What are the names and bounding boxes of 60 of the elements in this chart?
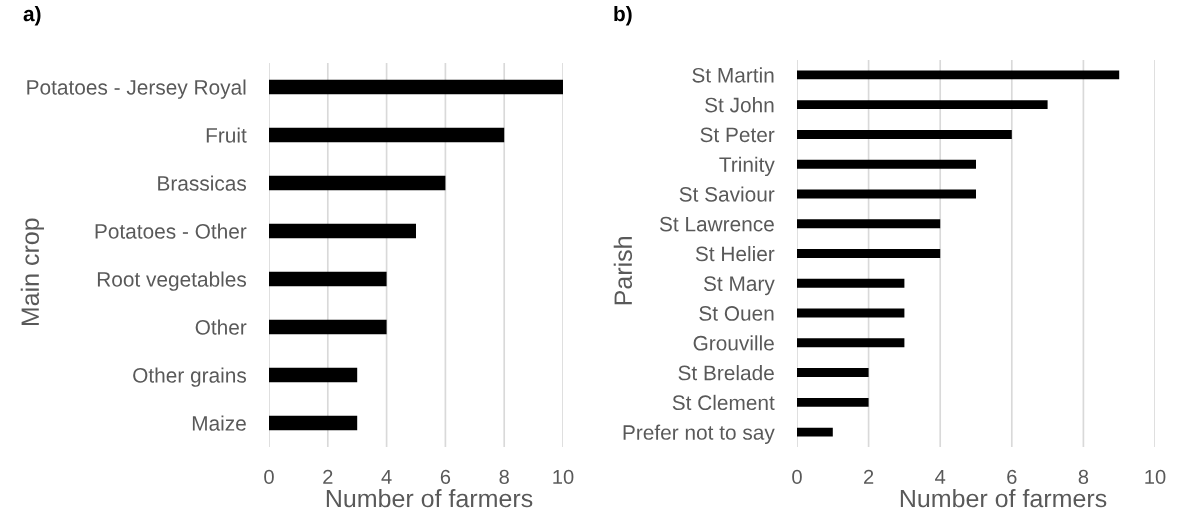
y-tick-label: St John bbox=[705, 97, 774, 113]
y-tick-label: Prefer not to say bbox=[623, 424, 775, 444]
x-tick-label: 10 bbox=[1145, 469, 1166, 485]
text: a) bbox=[23, 5, 41, 26]
bar bbox=[269, 79, 563, 95]
bar bbox=[797, 249, 941, 258]
y-axis-title: Parish bbox=[613, 237, 633, 305]
bar bbox=[269, 367, 358, 383]
x-tick-label: 0 bbox=[792, 469, 802, 485]
y-tick-label: Potatoes - Other bbox=[95, 223, 247, 239]
bar bbox=[797, 338, 905, 348]
bar bbox=[797, 159, 976, 169]
bar bbox=[269, 319, 387, 335]
y-tick-label: Other bbox=[195, 319, 247, 335]
y-tick-label: Root vegetables bbox=[97, 271, 247, 291]
bar bbox=[797, 70, 1120, 80]
bar bbox=[797, 397, 869, 407]
x-axis-title: Number of farmers bbox=[326, 489, 533, 508]
y-tick-label: St Clement bbox=[672, 394, 775, 411]
y-tick-label: St Mary bbox=[703, 276, 775, 296]
bar bbox=[797, 427, 833, 437]
y-tick-label: St Peter bbox=[700, 127, 775, 143]
bar bbox=[269, 271, 387, 287]
x-tick-label: 0 bbox=[264, 469, 274, 485]
y-tick-label: Other grains bbox=[133, 367, 247, 387]
bar bbox=[797, 308, 905, 318]
y-tick-label: St Saviour bbox=[679, 186, 775, 202]
bar bbox=[797, 189, 976, 199]
y-tick-label: Brassicas bbox=[158, 175, 247, 191]
bar bbox=[269, 127, 505, 143]
x-tick-label: 4 bbox=[935, 469, 946, 484]
x-tick-label: 6 bbox=[440, 469, 451, 485]
x-tick-label: 8 bbox=[1078, 469, 1089, 485]
x-tick-label: 2 bbox=[864, 469, 874, 484]
x-tick-label: 4 bbox=[381, 469, 392, 484]
y-tick-label: Fruit bbox=[206, 127, 247, 143]
bar bbox=[797, 219, 941, 229]
x-tick-label: 8 bbox=[499, 469, 509, 485]
y-tick-label: Grouville bbox=[693, 335, 774, 351]
x-tick-label: 2 bbox=[323, 469, 333, 484]
bar bbox=[797, 368, 869, 378]
y-tick-label: Maize bbox=[192, 415, 246, 431]
x-axis-title: Number of farmers bbox=[900, 489, 1107, 508]
y-tick-label: St Martin bbox=[692, 67, 774, 83]
y-tick-label: St Lawrence bbox=[659, 216, 774, 232]
bar bbox=[269, 415, 358, 431]
y-tick-label: St Ouen bbox=[699, 306, 774, 321]
y-axis-title: Main crop bbox=[20, 218, 44, 326]
y-tick-label: St Helier bbox=[695, 245, 775, 262]
text: b) bbox=[614, 5, 632, 26]
x-tick-label: 10 bbox=[553, 469, 574, 485]
y-tick-label: Trinity bbox=[719, 156, 775, 177]
bar bbox=[797, 129, 1012, 139]
x-tick-label: 6 bbox=[1007, 469, 1017, 485]
y-tick-label: Potatoes - Jersey Royal bbox=[27, 79, 246, 99]
bar bbox=[269, 175, 446, 191]
bar bbox=[797, 100, 1048, 110]
y-tick-label: St Brelade bbox=[678, 365, 774, 381]
bar bbox=[269, 223, 416, 239]
bar bbox=[797, 278, 905, 288]
